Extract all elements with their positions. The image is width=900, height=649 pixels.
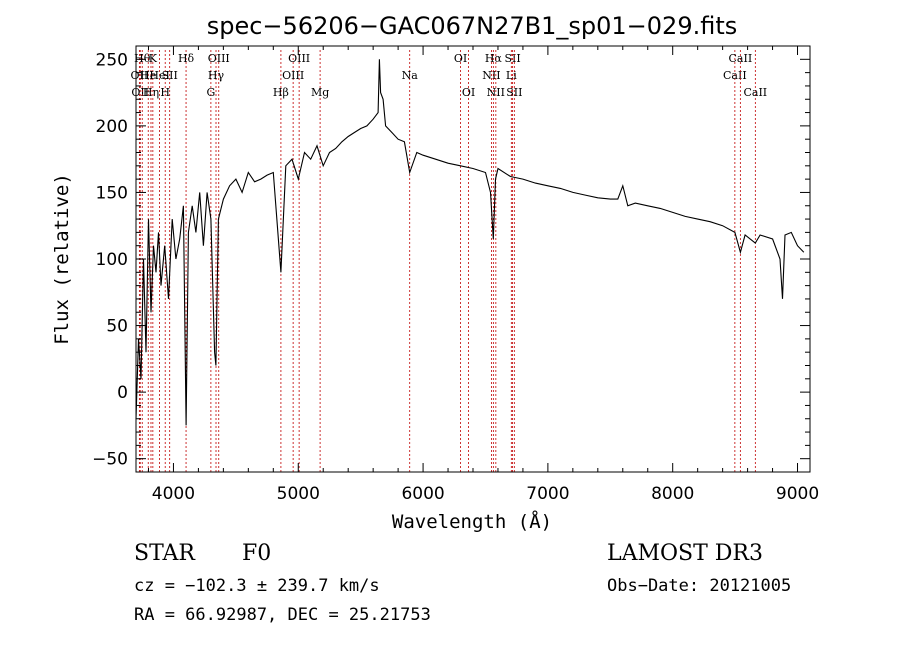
obs-date-label: Obs−Date: 20121005 (607, 576, 791, 596)
spectral-line-label: OIII (282, 69, 304, 82)
x-tick-label: 9000 (776, 484, 819, 504)
spectral-line-label: OI (462, 86, 475, 99)
y-tick-label: 250 (96, 50, 128, 70)
spectral-line-label: OI (454, 52, 467, 65)
y-axis: −50 0 50 100 150 200 250 (92, 50, 810, 470)
spectral-line-label: OIII (208, 52, 230, 65)
spectral-line-label: He (140, 69, 156, 82)
class-label: STAR (134, 541, 196, 566)
spectral-line-label: OII (131, 69, 149, 82)
y-axis-label: Flux (relative) (51, 173, 73, 345)
y-tick-label: 0 (117, 383, 128, 403)
plot-frame (135, 45, 811, 473)
spectral-line-label: HeI (149, 69, 169, 82)
spectral-line-label: K (149, 52, 158, 65)
spectral-line-label: NII (482, 69, 500, 82)
spectral-line-label: Na (402, 69, 419, 82)
spectral-line-label: CaII (723, 69, 747, 82)
spectral-line-label: Hγ (208, 69, 225, 82)
spectral-line-label: Hδ (178, 52, 195, 65)
y-tick-label: −50 (92, 450, 128, 470)
x-tick-label: 7000 (526, 484, 569, 504)
spectral-line-label: Mg (311, 86, 329, 99)
spectrum-line (135, 59, 805, 426)
spectral-line-markers: OIIOIIHθHeHηKHeIHSIIHδGHγOIIIHβOIIIOIIIM… (131, 50, 767, 472)
spectral-line-label: SII (504, 52, 520, 65)
cz-label: cz = −102.3 ± 239.7 km/s (134, 576, 380, 596)
spectral-line-label: Hθ (134, 52, 151, 65)
spectral-line-label: Hη (143, 86, 159, 99)
spectral-line-label: SII (162, 69, 178, 82)
y-tick-label: 100 (96, 250, 128, 270)
subclass-label: F0 (242, 541, 271, 566)
survey-label: LAMOST DR3 (607, 541, 763, 566)
spectral-line-label: G (206, 86, 215, 99)
x-tick-label: 6000 (401, 484, 444, 504)
y-tick-label: 50 (106, 317, 128, 337)
x-tick-label: 8000 (651, 484, 694, 504)
y-tick-label: 150 (96, 183, 128, 203)
spectral-line-label: CaII (743, 86, 767, 99)
spectral-line-label: OIII (288, 52, 310, 65)
x-tick-label: 5000 (277, 484, 320, 504)
x-tick-label: 4000 (152, 484, 195, 504)
x-axis-label: Wavelength (Å) (392, 510, 552, 533)
spectral-line-label: Hβ (273, 86, 289, 99)
spectral-line-label: NII (487, 86, 505, 99)
chart-title: spec−56206−GAC067N27B1_sp01−029.fits (207, 12, 738, 40)
spectral-line-label: Hα (485, 52, 503, 65)
spectral-line-label: Li (506, 69, 517, 82)
spectral-line-label: H (160, 86, 170, 99)
x-axis: 4000 5000 6000 7000 8000 9000 (147, 46, 819, 504)
spectrum-series (135, 59, 805, 426)
spectral-line-label: CaII (729, 52, 753, 65)
coords-label: RA = 66.92987, DEC = 25.21753 (134, 605, 431, 625)
y-tick-label: 200 (96, 117, 128, 137)
spectral-line-label: SII (506, 86, 522, 99)
